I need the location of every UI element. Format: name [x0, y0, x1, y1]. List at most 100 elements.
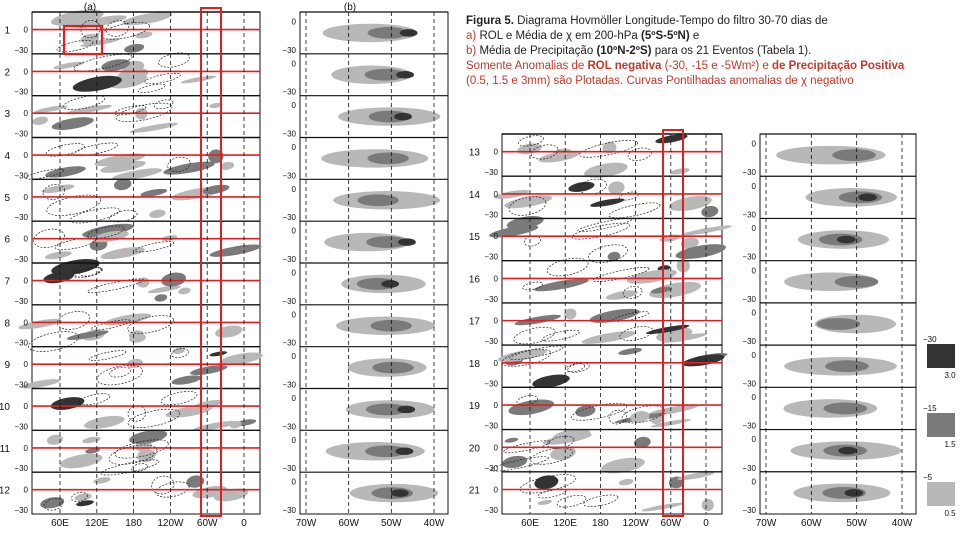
panel-c-chi-contour [577, 218, 632, 233]
panel-c-anomaly-mark [668, 195, 712, 211]
panel-b-panel-label: (b) [344, 2, 356, 13]
panel-d-ytick-30: −30 [742, 422, 756, 431]
panel-a-ytick-0: 0 [24, 26, 29, 35]
panel-b-ytick-30: −30 [282, 464, 296, 473]
panel-c-ytick-0: 0 [494, 359, 499, 368]
panel-a-anomaly-mark [66, 330, 109, 340]
panel-c-anomaly-mark [630, 411, 650, 423]
panel-c-chi-contour [565, 363, 585, 373]
panel-b-ytick-30: −30 [282, 255, 296, 264]
panel-a-anomaly-mark [100, 160, 146, 173]
panel-a-event-label: 4 [4, 151, 10, 162]
caption-lead: Figura 5. [466, 15, 514, 27]
panel-b-ytick-0: 0 [292, 310, 297, 319]
panel-a-chi-contour [171, 348, 189, 359]
panel-c-anomaly-mark [601, 457, 645, 474]
panel-d-xtick: 60W [801, 518, 822, 529]
panel-c-anomaly-mark [675, 244, 726, 259]
panel-a-ytick-0: 0 [24, 151, 29, 160]
panel-a-anomaly-mark [82, 223, 134, 238]
panel-a-anomaly-mark [122, 12, 173, 26]
panel-c-anomaly-mark [647, 404, 699, 416]
panel-a-chi-contour [72, 267, 103, 278]
panel-c-ytick-30: −30 [484, 464, 498, 473]
panel-a-anomaly-mark [51, 9, 104, 26]
panel-a-ytick-0: 0 [24, 277, 29, 286]
panel-c-anomaly-mark [508, 399, 554, 416]
panel-c-ytick-0: 0 [494, 401, 499, 410]
panel-c-anomaly-mark [701, 498, 714, 512]
panel-d-precip-mark [844, 489, 864, 497]
panel-b-xtick: 70W [296, 518, 317, 529]
legend-rol-level: −5 [923, 473, 933, 482]
panel-b-precip-mark [365, 445, 407, 458]
panel-a-chi-contour [160, 391, 198, 406]
panel-a-anomaly-mark [208, 149, 224, 164]
panel-d-ytick-30: −30 [742, 210, 756, 219]
panel-b-ytick-30: −30 [282, 213, 296, 222]
panel-a-chi-contour [131, 463, 148, 472]
panel-a-xtick: 120E [85, 518, 109, 529]
panel-a-highlight-box-small [62, 24, 104, 56]
panel-c-anomaly-mark [645, 324, 690, 335]
panel-c-chi-contour [513, 326, 556, 345]
panel-c-chi-contour [619, 326, 654, 341]
caption-note-bold-1: ROL negativa [587, 60, 662, 72]
panel-d-ytick-30: −30 [742, 295, 756, 304]
panel-b-precip-mark [364, 68, 407, 81]
panel-c-anomaly-mark [662, 333, 707, 343]
panel-a-ytick-30: −30 [14, 255, 28, 264]
panel-b-ytick-0: 0 [292, 59, 297, 68]
panel-d-precip-mark [825, 360, 869, 373]
panel-a-anomaly-mark [76, 500, 94, 507]
panel-c-ytick-30: −30 [484, 506, 498, 515]
panel-c-xtick: 60E [521, 518, 539, 529]
panel-a-ytick-0: 0 [24, 444, 29, 453]
panel-c-chi-contour [530, 447, 573, 465]
panel-c-chi-contour [490, 456, 549, 472]
panel-a-xtick: 60E [51, 518, 69, 529]
panel-c-chi-contour [523, 235, 541, 247]
panel-a-anomaly-mark [124, 43, 145, 53]
panel-d-precip-mark [838, 446, 857, 455]
panel-d-precip-mark [836, 235, 856, 244]
panel-a-event-label: 7 [4, 277, 10, 288]
panel-a-anomaly-mark [46, 434, 63, 445]
panel-c-chi-contour [583, 494, 619, 507]
panel-c-chi-contour [541, 329, 580, 342]
panel-c-ytick-0: 0 [494, 317, 499, 326]
panel-c-event-label: 18 [469, 359, 481, 370]
panel-d-ytick-0: 0 [752, 140, 757, 149]
panel-d-ytick-30: −30 [742, 464, 756, 473]
panel-d-xtick: 70W [756, 518, 777, 529]
caption-note-1: Somente Anomalias de [466, 60, 585, 72]
panel-a-anomaly-mark [85, 447, 100, 454]
panel-b-precip-mark [381, 280, 400, 288]
panel-d-ytick-30: −30 [742, 506, 756, 515]
panel-a-chi-contour [56, 40, 94, 53]
panel-c-anomaly-mark [497, 349, 547, 362]
panel-c-anomaly-mark [538, 150, 580, 163]
panel-c-anomaly-mark [564, 308, 577, 320]
panel-a-chi-contour [73, 263, 101, 278]
panel-a-anomaly-mark [186, 475, 205, 488]
caption-a-bold: (5ºS-5ºN) [641, 30, 690, 42]
caption-b-key: b) [466, 45, 477, 57]
panel-b-xtick: 40W [424, 518, 445, 529]
panel-a-anomaly-mark [65, 104, 112, 115]
panel-a-chi-contour [45, 143, 85, 157]
panel-a-chi-contour [88, 350, 127, 361]
panel-b-precip-mark [366, 236, 408, 248]
panel-c-ytick-0: 0 [494, 232, 499, 241]
legend-precip-level: 3.0 [944, 371, 956, 380]
panel-c-anomaly-mark [537, 499, 553, 505]
panel-a-event-label: 1 [4, 26, 10, 37]
panel-a-anomaly-mark [72, 75, 122, 92]
panel-a-chi-contour [158, 52, 191, 68]
panel-c-anomaly-mark [607, 251, 621, 261]
panel-c-anomaly-mark [534, 278, 589, 292]
panel-a-anomaly-mark [94, 153, 146, 167]
panel-b-ytick-0: 0 [292, 143, 297, 152]
panel-c-xtick: 0 [703, 518, 709, 529]
panel-a-anomaly-mark [135, 31, 153, 39]
